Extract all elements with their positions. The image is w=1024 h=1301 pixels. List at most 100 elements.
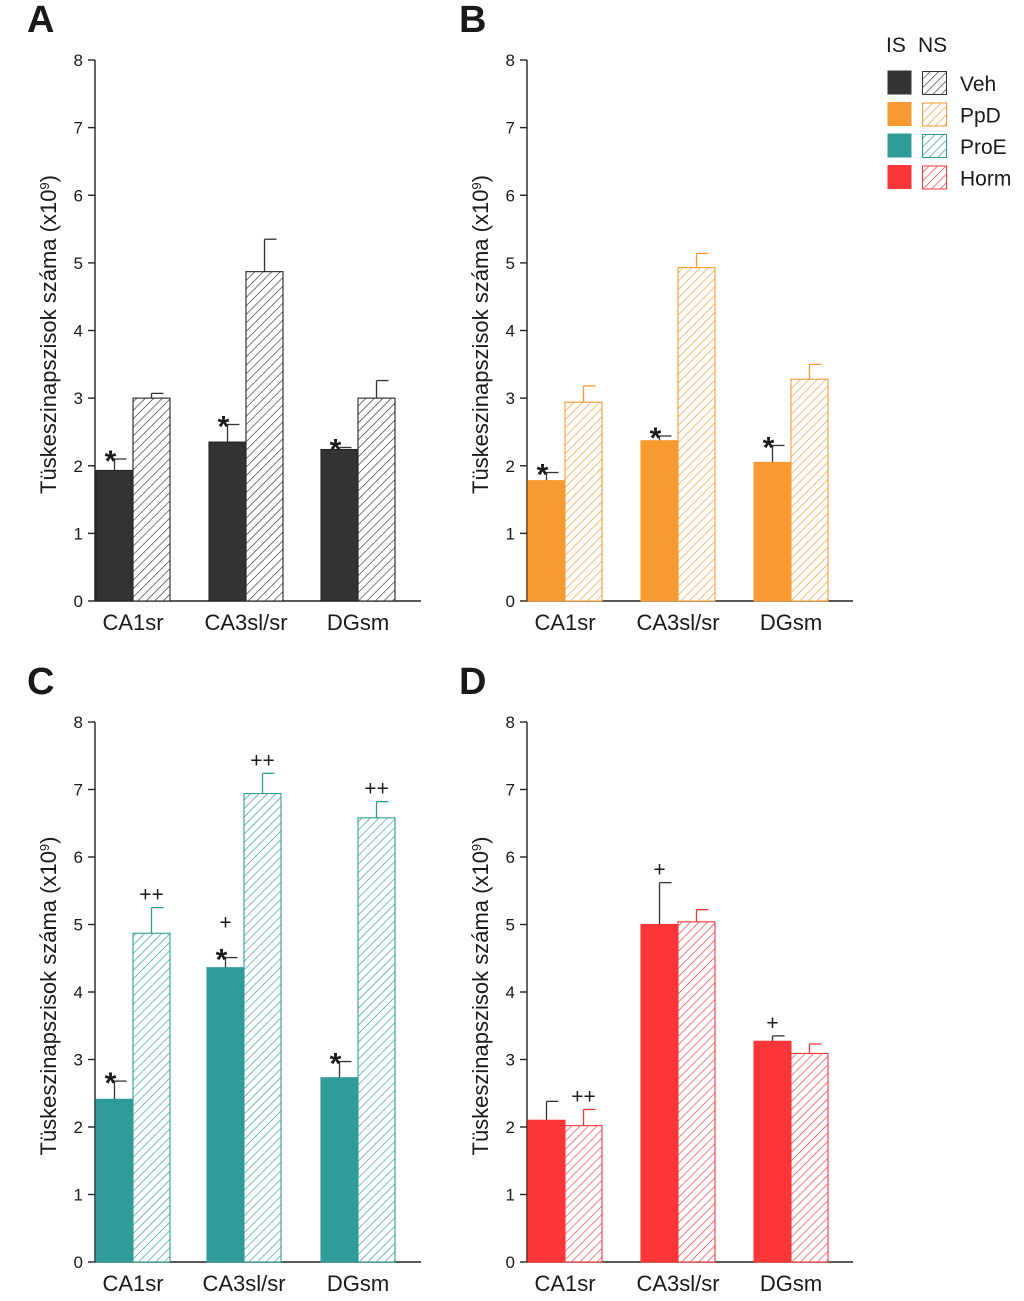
panel-letter: A [27, 0, 54, 41]
bar-is [95, 1098, 134, 1263]
significance-star: * [330, 1048, 342, 1081]
y-tick-label: 0 [506, 1253, 515, 1272]
y-tick-label: 7 [506, 119, 515, 138]
y-tick-label: 3 [506, 1051, 515, 1070]
y-tick-label: 4 [506, 322, 515, 341]
legend-header-ns: NS [918, 34, 947, 57]
y-tick-label: 2 [74, 1118, 83, 1137]
category-label: CA1sr [102, 1271, 163, 1296]
significance-star: * [763, 431, 775, 464]
y-tick-label: 2 [74, 457, 83, 476]
y-axis-label: Tüskeszinapszisok száma (x109) [468, 175, 493, 494]
y-tick-label: 6 [506, 848, 515, 867]
panel-c: C 0 1 2 3 4 5 6 7 8 Tüskeszinapszisok száma (x109)… [27, 661, 421, 1296]
category-label: DGsm [327, 1271, 389, 1296]
legend-swatch-is-proe [887, 133, 912, 158]
y-tick-label: 3 [506, 389, 515, 408]
y-tick-label: 5 [74, 254, 83, 273]
bar-is [527, 480, 566, 602]
category-label: DGsm [327, 610, 389, 635]
bar-is [640, 440, 679, 602]
bar-ns [564, 401, 603, 602]
legend-swatch-is-horm [887, 165, 912, 189]
category-label: DGsm [760, 1271, 822, 1296]
bar-is [95, 469, 134, 602]
significance-plus: ++ [139, 884, 164, 907]
y-tick-label: 5 [74, 916, 83, 935]
y-tick-label: 7 [74, 781, 83, 800]
panel-d: D 0 1 2 3 4 5 6 7 8 Tüskeszinapszisok száma (x109)… [459, 661, 853, 1296]
y-tick-label: 1 [506, 1186, 515, 1205]
significance-plus: + [219, 912, 231, 935]
bar-ns [564, 1125, 603, 1263]
y-tick-label: 7 [506, 781, 515, 800]
significance-star: * [330, 433, 342, 466]
significance-star: * [105, 1067, 117, 1100]
bar-is [753, 461, 792, 602]
y-tick-label: 3 [74, 1051, 83, 1070]
y-tick-label: 4 [506, 983, 515, 1002]
category-label: CA1sr [102, 610, 163, 635]
y-tick-label: 6 [74, 186, 83, 205]
legend-swatch-ns-proe [922, 134, 947, 158]
bar-is [320, 1077, 359, 1263]
panel-a: A 0 1 2 3 4 5 6 7 8 Tüskeszinapszisok száma (x109)… [27, 0, 421, 635]
bar-is [208, 441, 247, 602]
chart-panels: A 0 1 2 3 4 5 6 7 8 Tüskeszinapszisok száma (x109)… [27, 0, 853, 1296]
y-tick-label: 3 [74, 389, 83, 408]
bar-ns [245, 271, 284, 602]
bar-ns [677, 267, 716, 602]
significance-star: * [650, 422, 662, 455]
significance-plus: + [766, 1012, 778, 1035]
y-tick-label: 0 [74, 592, 83, 611]
significance-plus: ++ [571, 1085, 596, 1108]
legend-label-horm: Horm [960, 168, 1011, 191]
y-tick-label: 2 [506, 457, 515, 476]
legend-swatch-is-ppd [887, 102, 912, 126]
legend-swatch-is-veh [887, 70, 912, 95]
y-tick-label: 4 [74, 322, 83, 341]
y-tick-label: 6 [74, 848, 83, 867]
category-label: CA1sr [534, 610, 595, 635]
significance-star: * [216, 944, 228, 977]
y-tick-label: 5 [506, 254, 515, 273]
y-tick-label: 8 [74, 713, 83, 732]
y-tick-label: 0 [74, 1253, 83, 1272]
y-axis-label: Tüskeszinapszisok száma (x109) [468, 836, 493, 1155]
category-label: DGsm [760, 610, 822, 635]
significance-plus: ++ [250, 749, 275, 772]
legend-header-is: IS [886, 34, 906, 57]
legend: IS NS Veh PpD ProE Horm [886, 34, 1011, 191]
y-tick-label: 8 [74, 51, 83, 70]
y-tick-label: 0 [506, 592, 515, 611]
bar-is [527, 1119, 566, 1263]
y-tick-label: 6 [506, 186, 515, 205]
significance-star: * [105, 445, 117, 478]
y-tick-label: 1 [74, 1186, 83, 1205]
y-tick-label: 1 [74, 524, 83, 543]
significance-star: * [218, 410, 230, 443]
y-tick-label: 4 [74, 983, 83, 1002]
bar-ns [357, 397, 396, 602]
category-label: CA3sl/sr [202, 1271, 285, 1296]
y-tick-label: 8 [506, 51, 515, 70]
bar-ns [132, 932, 171, 1263]
significance-star: * [537, 459, 549, 492]
y-tick-label: 8 [506, 713, 515, 732]
y-axis-label: Tüskeszinapszisok száma (x109) [36, 836, 61, 1155]
bar-ns [132, 397, 171, 602]
legend-swatch-ns-ppd [922, 102, 947, 127]
bar-ns [243, 792, 282, 1263]
category-label: CA1sr [534, 1271, 595, 1296]
y-tick-label: 1 [506, 524, 515, 543]
y-tick-label: 5 [506, 916, 515, 935]
y-axis-label: Tüskeszinapszisok száma (x109) [36, 175, 61, 494]
bar-is [753, 1040, 792, 1263]
bar-ns [790, 1052, 829, 1263]
legend-swatch-ns-horm [922, 165, 947, 190]
legend-label-ppd: PpD [960, 105, 1001, 128]
panel-letter: C [27, 661, 54, 703]
y-tick-label: 2 [506, 1118, 515, 1137]
legend-label-veh: Veh [960, 73, 996, 96]
panel-b: B 0 1 2 3 4 5 6 7 8 Tüskeszinapszisok száma (x109)… [459, 0, 853, 635]
